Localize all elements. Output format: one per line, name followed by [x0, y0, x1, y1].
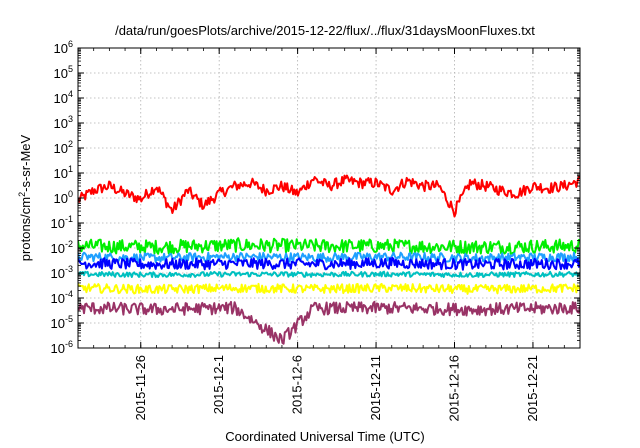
y-axis-label: protons/cm2-s-sr-MeV: [17, 134, 33, 261]
x-tick-label: 2015-12-1: [211, 355, 226, 414]
chart-title: /data/run/goesPlots/archive/2015-12-22/f…: [115, 23, 535, 38]
x-tick-label: 2015-12-21: [525, 355, 540, 422]
x-tick-label: 2015-12-11: [368, 355, 383, 421]
series-layer: [78, 174, 580, 345]
series-line-3: [78, 251, 580, 264]
axis-ticks: 10-6 10-5 10-4 10-3 10-2 10-1 100 101 102 103 104 1…: [51, 39, 581, 422]
y-tick-label: 10-2: [51, 239, 73, 256]
y-tick-label: 101: [54, 164, 73, 181]
y-tick-label: 10-4: [51, 289, 73, 306]
y-tick-label: 10-5: [51, 314, 73, 331]
x-tick-label: 2015-12-16: [447, 355, 462, 422]
y-tick-label: 10-3: [51, 264, 73, 281]
y-tick-label: 106: [54, 39, 73, 56]
series-line-6: [78, 282, 580, 295]
x-tick-label: 2015-11-26: [133, 355, 148, 421]
y-tick-label: 10-6: [51, 339, 73, 356]
y-tick-label: 103: [54, 114, 73, 131]
series-line-1: [78, 174, 580, 218]
series-line-2: [78, 237, 580, 255]
x-axis-label: Coordinated Universal Time (UTC): [225, 429, 424, 444]
series-line-5: [78, 270, 580, 279]
y-tick-label: 104: [54, 89, 73, 106]
x-tick-label: 2015-12-6: [290, 355, 305, 414]
y-tick-label: 10-1: [51, 214, 73, 231]
y-tick-label: 100: [54, 189, 73, 206]
series-line-7: [78, 300, 580, 345]
y-tick-label: 105: [54, 64, 73, 81]
y-tick-label: 102: [54, 139, 73, 156]
series-line-4: [78, 256, 580, 271]
